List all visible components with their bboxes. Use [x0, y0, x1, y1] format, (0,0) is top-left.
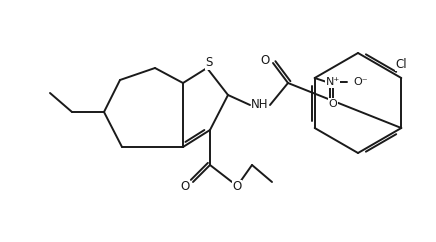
Text: O: O	[328, 99, 337, 109]
Text: O: O	[260, 53, 269, 67]
Text: O: O	[181, 181, 190, 194]
Text: NH: NH	[251, 98, 269, 112]
Text: N⁺: N⁺	[326, 77, 340, 87]
Text: S: S	[205, 56, 213, 69]
Text: Cl: Cl	[395, 58, 407, 70]
Text: O: O	[232, 181, 242, 194]
Text: O⁻: O⁻	[354, 77, 368, 87]
